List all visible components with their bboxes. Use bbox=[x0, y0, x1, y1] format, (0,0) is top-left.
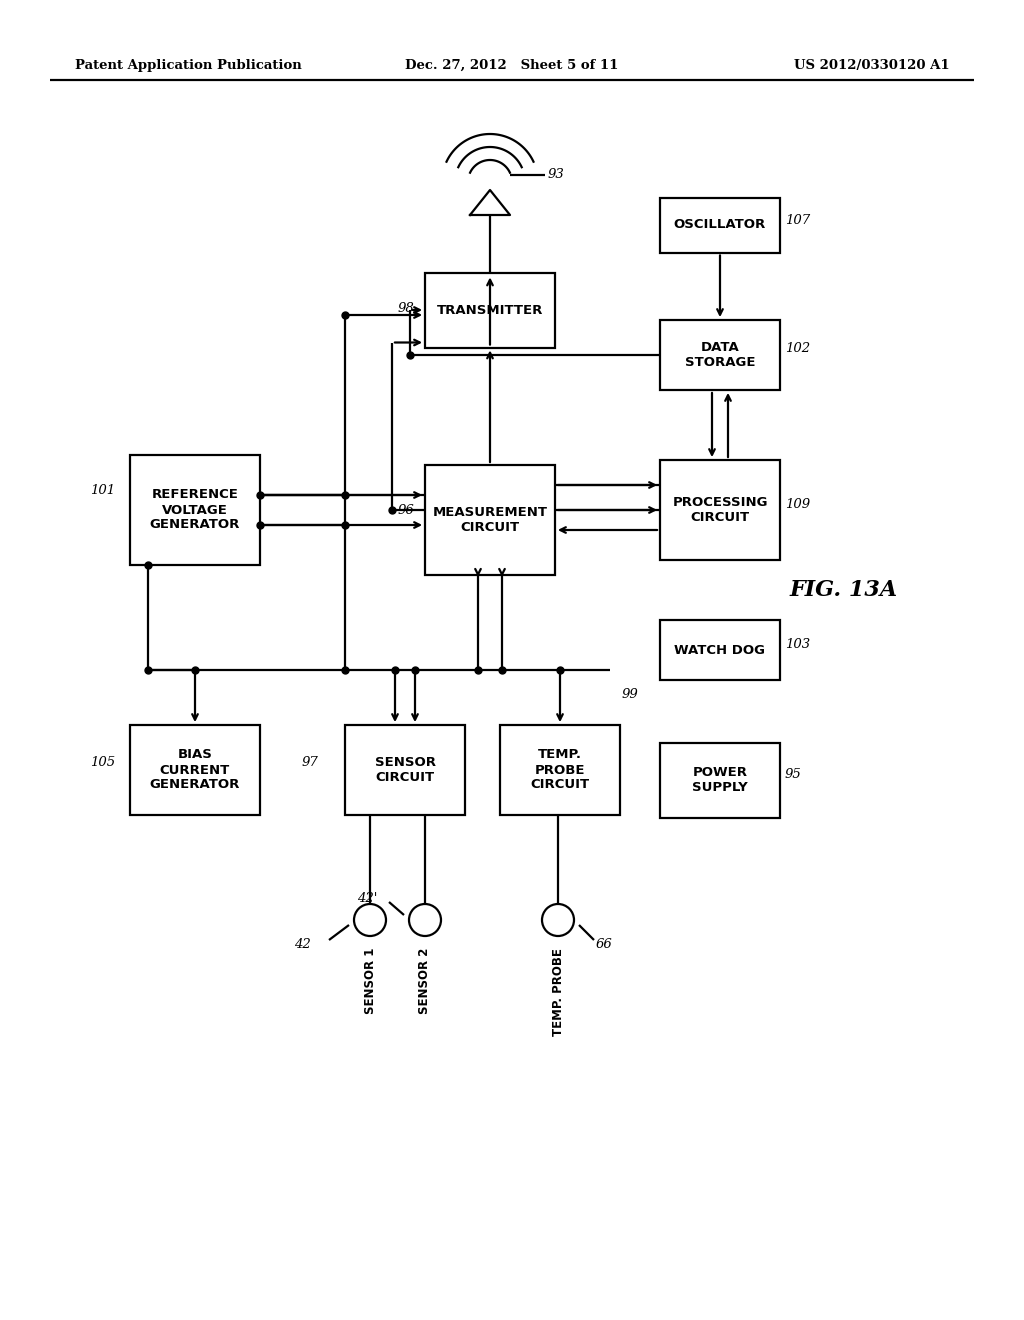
Text: POWER
SUPPLY: POWER SUPPLY bbox=[692, 766, 748, 795]
Text: 96: 96 bbox=[398, 503, 415, 516]
Text: Dec. 27, 2012   Sheet 5 of 11: Dec. 27, 2012 Sheet 5 of 11 bbox=[406, 58, 618, 71]
Text: Patent Application Publication: Patent Application Publication bbox=[75, 58, 302, 71]
Bar bbox=[660, 198, 780, 252]
Bar bbox=[130, 725, 260, 814]
Bar bbox=[345, 725, 465, 814]
Bar bbox=[660, 459, 780, 560]
Text: TEMP. PROBE: TEMP. PROBE bbox=[552, 948, 564, 1036]
Text: 66: 66 bbox=[596, 939, 612, 952]
Text: TEMP.
PROBE
CIRCUIT: TEMP. PROBE CIRCUIT bbox=[530, 748, 590, 792]
Text: SENSOR 1: SENSOR 1 bbox=[364, 948, 377, 1014]
Bar bbox=[660, 742, 780, 817]
Bar bbox=[660, 319, 780, 389]
Text: 95: 95 bbox=[785, 768, 802, 781]
Bar bbox=[425, 272, 555, 347]
Bar bbox=[500, 725, 620, 814]
Text: 98: 98 bbox=[398, 301, 415, 314]
Text: MEASUREMENT
CIRCUIT: MEASUREMENT CIRCUIT bbox=[432, 506, 548, 535]
Text: REFERENCE
VOLTAGE
GENERATOR: REFERENCE VOLTAGE GENERATOR bbox=[150, 488, 241, 532]
Text: PROCESSING
CIRCUIT: PROCESSING CIRCUIT bbox=[672, 496, 768, 524]
Text: OSCILLATOR: OSCILLATOR bbox=[674, 219, 766, 231]
Bar bbox=[425, 465, 555, 576]
Text: 99: 99 bbox=[622, 689, 639, 701]
Text: SENSOR 2: SENSOR 2 bbox=[419, 948, 431, 1014]
Text: 109: 109 bbox=[785, 499, 810, 511]
Text: FIG. 13A: FIG. 13A bbox=[790, 579, 898, 601]
Text: TRANSMITTER: TRANSMITTER bbox=[437, 304, 543, 317]
Text: 107: 107 bbox=[785, 214, 810, 227]
Text: 101: 101 bbox=[90, 483, 115, 496]
Bar bbox=[130, 455, 260, 565]
Text: 105: 105 bbox=[90, 755, 115, 768]
Text: SENSOR
CIRCUIT: SENSOR CIRCUIT bbox=[375, 756, 435, 784]
Text: 103: 103 bbox=[785, 639, 810, 652]
Text: DATA
STORAGE: DATA STORAGE bbox=[685, 341, 756, 370]
Text: 42': 42' bbox=[357, 891, 378, 904]
Bar bbox=[660, 620, 780, 680]
Text: BIAS
CURRENT
GENERATOR: BIAS CURRENT GENERATOR bbox=[150, 748, 241, 792]
Text: 102: 102 bbox=[785, 342, 810, 355]
Text: US 2012/0330120 A1: US 2012/0330120 A1 bbox=[795, 58, 950, 71]
Text: 42: 42 bbox=[294, 939, 310, 952]
Text: 97: 97 bbox=[302, 755, 318, 768]
Text: WATCH DOG: WATCH DOG bbox=[675, 644, 766, 656]
Text: 93: 93 bbox=[548, 169, 565, 181]
